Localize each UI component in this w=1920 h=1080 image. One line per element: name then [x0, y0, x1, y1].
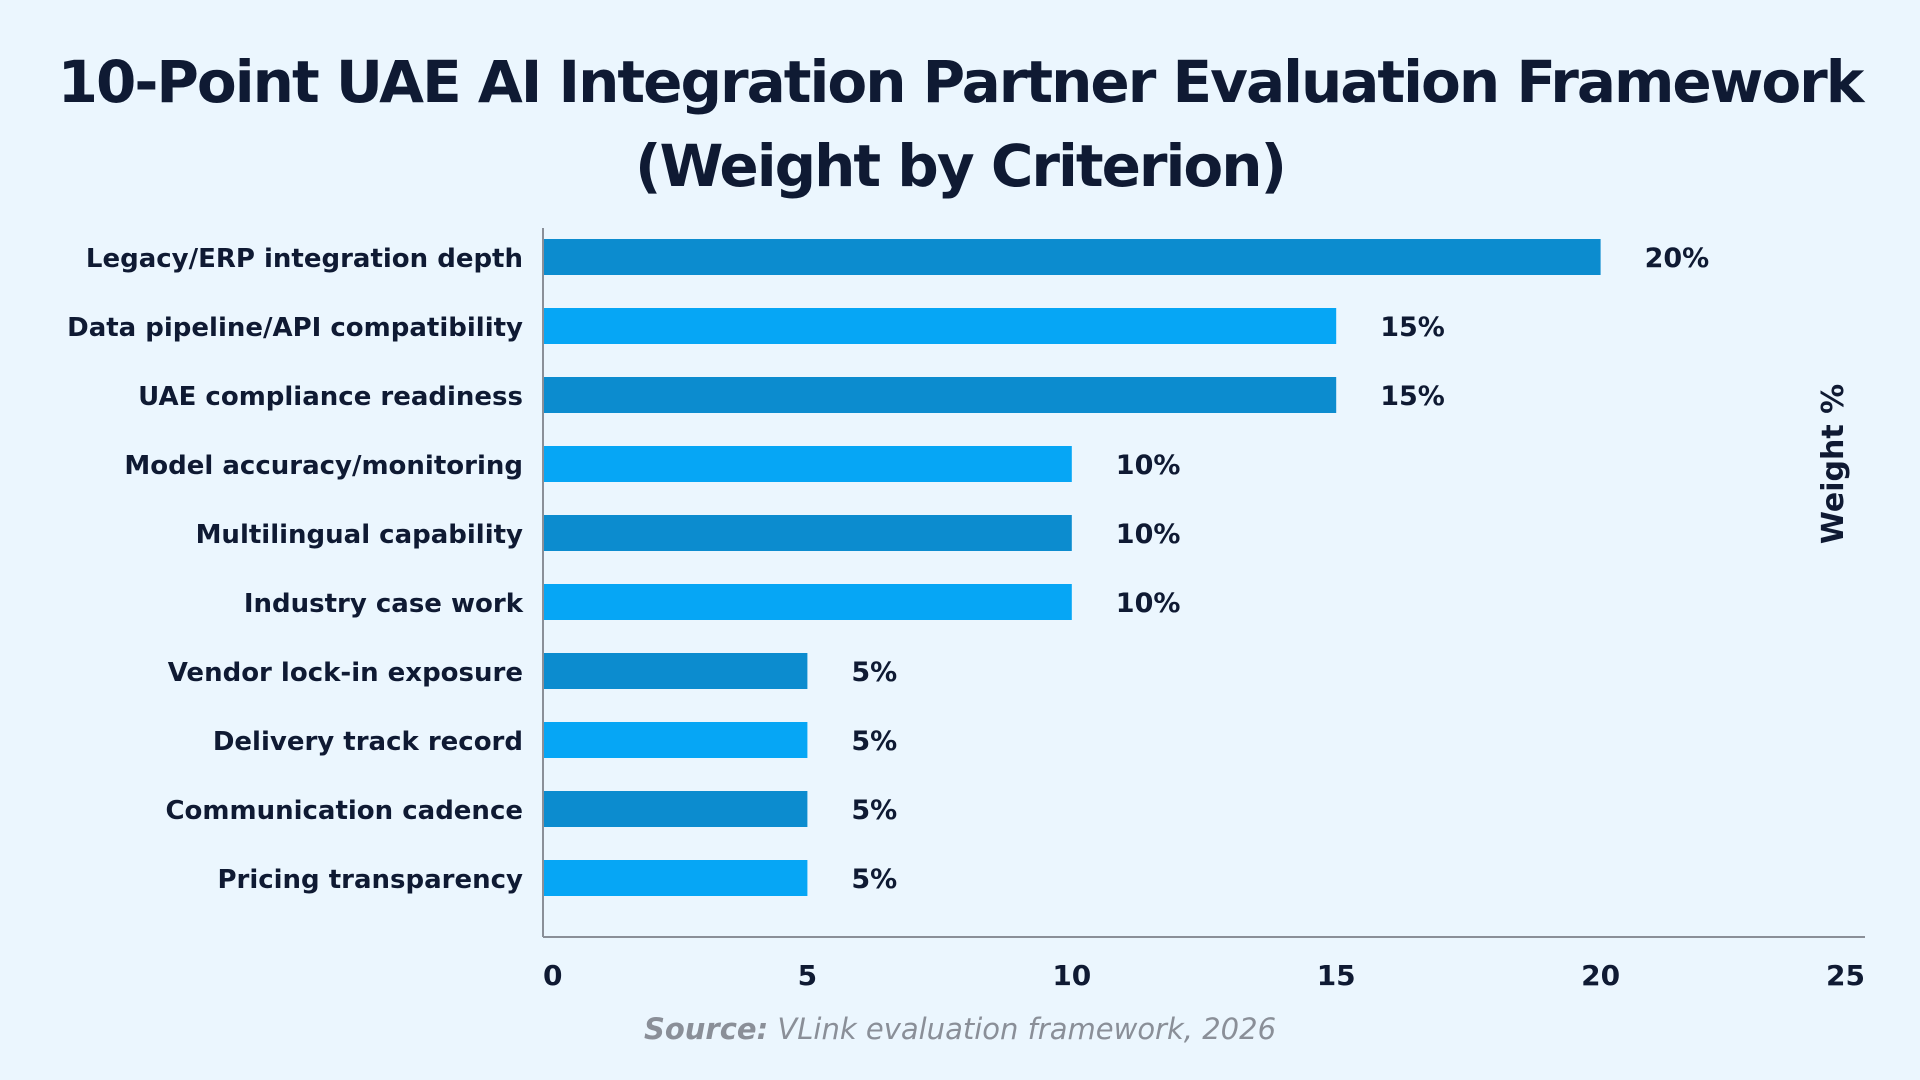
bar-8	[543, 722, 808, 758]
category-label-7: Vendor lock-in exposure	[168, 658, 523, 688]
bar-7	[543, 653, 808, 689]
category-labels-group: Legacy/ERP integration depth Data pipelin…	[67, 244, 524, 895]
category-label-1: Legacy/ERP integration depth	[86, 244, 523, 274]
source-text: VLink evaluation framework, 2026	[777, 1012, 1277, 1046]
y-axis-title: Weight %	[1816, 384, 1851, 544]
x-tick-label-20: 20	[1581, 959, 1620, 992]
value-label-10: 5%	[851, 864, 897, 895]
bar-5	[543, 515, 1072, 551]
value-label-1: 20%	[1645, 243, 1710, 274]
x-tick-label-5: 5	[798, 959, 817, 992]
chart-title-line-1: 10-Point UAE AI Integration Partner Eval…	[57, 48, 1865, 116]
value-label-8: 5%	[851, 726, 897, 757]
category-label-8: Delivery track record	[213, 727, 523, 757]
x-tick-labels-group: 0 5 10 15 20 25	[543, 959, 1865, 992]
bar-2	[543, 308, 1337, 344]
x-tick-label-15: 15	[1317, 959, 1356, 992]
value-label-2: 15%	[1380, 312, 1445, 343]
chart-title: 10-Point UAE AI Integration Partner Eval…	[0, 40, 1920, 208]
source-label: Source:	[643, 1012, 769, 1046]
bar-10	[543, 860, 808, 896]
source-note: Source: VLink evaluation framework, 2026	[0, 1012, 1920, 1046]
bar-6	[543, 584, 1072, 620]
bar-9	[543, 791, 808, 827]
value-label-7: 5%	[851, 657, 897, 688]
value-label-5: 10%	[1116, 519, 1181, 550]
category-label-9: Communication cadence	[165, 796, 523, 826]
bars-group	[543, 239, 1601, 896]
x-tick-label-10: 10	[1052, 959, 1091, 992]
category-label-10: Pricing transparency	[217, 865, 523, 895]
category-label-4: Model accuracy/monitoring	[124, 451, 523, 481]
bar-3	[543, 377, 1337, 413]
bar-1	[543, 239, 1601, 275]
value-label-3: 15%	[1380, 381, 1445, 412]
category-label-5: Multilingual capability	[196, 520, 523, 550]
value-label-4: 10%	[1116, 450, 1181, 481]
category-label-3: UAE compliance readiness	[138, 382, 523, 412]
value-labels-group: 20% 15% 15% 10% 10% 10% 5% 5% 5% 5%	[851, 243, 1709, 895]
value-label-9: 5%	[851, 795, 897, 826]
x-tick-label-25: 25	[1826, 959, 1865, 992]
value-label-6: 10%	[1116, 588, 1181, 619]
chart-title-line-2: (Weight by Criterion)	[634, 132, 1287, 200]
category-label-2: Data pipeline/API compatibility	[67, 313, 523, 343]
bar-4	[543, 446, 1072, 482]
category-label-6: Industry case work	[244, 589, 524, 619]
x-tick-label-0: 0	[543, 959, 562, 992]
